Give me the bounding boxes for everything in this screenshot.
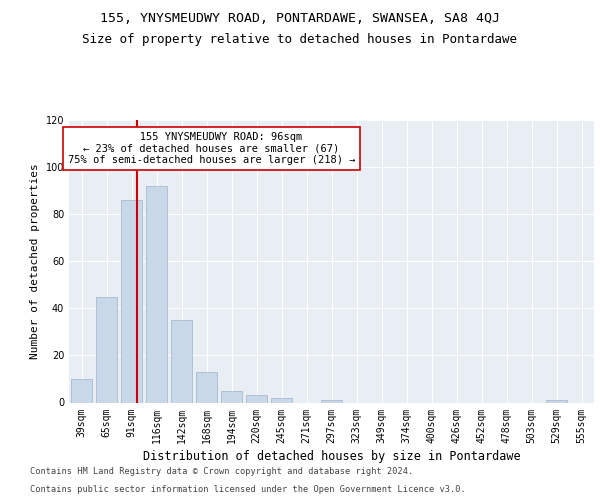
Text: 155 YNYSMEUDWY ROAD: 96sqm
← 23% of detached houses are smaller (67)
75% of semi: 155 YNYSMEUDWY ROAD: 96sqm ← 23% of deta… xyxy=(68,132,355,165)
Bar xyxy=(321,400,342,402)
Bar xyxy=(546,400,567,402)
Y-axis label: Number of detached properties: Number of detached properties xyxy=(30,164,40,359)
Bar xyxy=(246,396,267,402)
Bar xyxy=(96,296,117,403)
Text: Contains HM Land Registry data © Crown copyright and database right 2024.: Contains HM Land Registry data © Crown c… xyxy=(30,467,413,476)
Bar xyxy=(121,200,142,402)
X-axis label: Distribution of detached houses by size in Pontardawe: Distribution of detached houses by size … xyxy=(143,450,520,462)
Bar xyxy=(71,379,92,402)
Bar xyxy=(196,372,217,402)
Text: 155, YNYSMEUDWY ROAD, PONTARDAWE, SWANSEA, SA8 4QJ: 155, YNYSMEUDWY ROAD, PONTARDAWE, SWANSE… xyxy=(100,12,500,26)
Text: Size of property relative to detached houses in Pontardawe: Size of property relative to detached ho… xyxy=(83,32,517,46)
Text: Contains public sector information licensed under the Open Government Licence v3: Contains public sector information licen… xyxy=(30,485,466,494)
Bar xyxy=(221,390,242,402)
Bar xyxy=(171,320,192,402)
Bar xyxy=(271,398,292,402)
Bar xyxy=(146,186,167,402)
